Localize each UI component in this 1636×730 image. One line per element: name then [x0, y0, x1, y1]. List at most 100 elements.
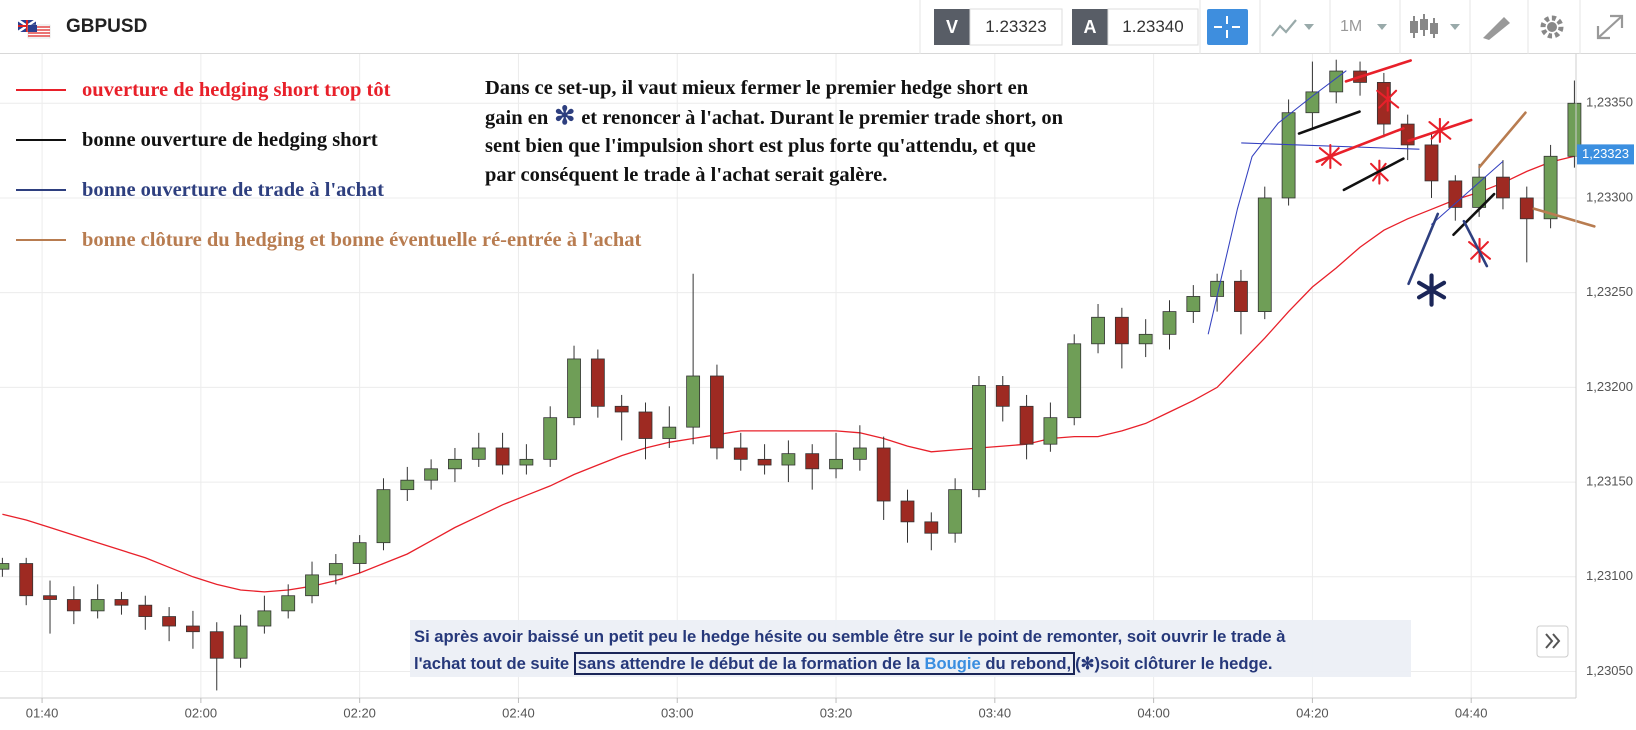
candle-body — [1281, 112, 1296, 199]
scroll-button[interactable] — [1536, 625, 1569, 658]
axes: 1,23050 1,23100 1,23150 1,23200 1,23250 1,233… — [26, 95, 1634, 720]
bid-button[interactable] — [934, 9, 970, 45]
ask-button[interactable] — [1072, 9, 1108, 45]
candle-body — [876, 447, 891, 502]
candle-body — [1496, 176, 1510, 199]
note-text: gain en — [485, 106, 549, 129]
box-text: l'achat tout de suite — [414, 654, 570, 673]
ask-label[interactable]: A — [1083, 17, 1097, 37]
box-symbol: (✻) — [1075, 654, 1101, 673]
candle-body — [1043, 417, 1058, 445]
toolbar: GBPUSD V 1.23323 A 1.23340 1M — [0, 0, 1636, 54]
candle-body — [186, 625, 200, 633]
box-text: soit clôturer le hedge. — [1100, 654, 1273, 673]
symbol: GBPUSD — [66, 16, 148, 37]
black-line — [1452, 192, 1496, 237]
candle-body — [781, 453, 796, 466]
note-symbol: ✻ — [554, 102, 576, 130]
asterisk-mark — [1416, 273, 1447, 307]
note-line: gain en ✻ et renoncer à l'achat. Durant le… — [485, 103, 1063, 133]
legend-swatch — [16, 188, 66, 192]
x-tick-label: 02:20 — [343, 705, 376, 720]
candle-body — [638, 411, 653, 439]
candle-body — [590, 358, 605, 407]
boxed-text: sans attendre le début de la formation d… — [573, 652, 1076, 675]
draw-icon[interactable] — [1483, 17, 1510, 40]
price-plot — [0, 59, 1582, 691]
bid-price[interactable]: 1.23323 — [985, 17, 1047, 36]
candle-body — [1543, 155, 1558, 220]
box-text: sans attendre le début de la formation d… — [577, 654, 920, 673]
flag-icon — [17, 18, 51, 39]
ask-price[interactable]: 1.23340 — [1122, 17, 1184, 36]
candle-body — [1019, 405, 1034, 445]
bid-label[interactable]: V — [945, 17, 958, 37]
candle-body — [543, 417, 558, 460]
legend-label: bonne ouverture de trade à l'achat — [82, 178, 384, 201]
x-tick-label: 04:40 — [1455, 705, 1488, 720]
candle-body — [1305, 91, 1320, 114]
legend-label: bonne clôture du hedging et bonne éventu… — [82, 228, 642, 251]
legend-swatch — [16, 138, 66, 142]
ask-box[interactable] — [1107, 8, 1199, 46]
candle-body — [233, 625, 248, 659]
candle-body — [805, 453, 820, 470]
blue-line — [1462, 219, 1489, 268]
dropdown-arrows[interactable] — [1304, 24, 1460, 30]
candle-body — [138, 604, 153, 617]
candle-body — [281, 595, 296, 612]
candle-body — [400, 479, 415, 491]
candle-body — [995, 385, 1010, 407]
brown-line — [1478, 111, 1527, 169]
candle-body — [662, 426, 677, 439]
expand-icon[interactable] — [1596, 14, 1624, 40]
brown-line — [1532, 207, 1596, 228]
x-tick-label: 03:20 — [820, 705, 853, 720]
settings-icon[interactable] — [1540, 15, 1564, 39]
y-tick-label: 1,23200 — [1586, 379, 1633, 394]
candle-body — [614, 405, 629, 413]
crosshair-button[interactable] — [1207, 9, 1248, 45]
y-tick-label: 1,23350 — [1586, 95, 1633, 110]
candle-body — [829, 458, 843, 470]
timeframe[interactable]: 1M — [1340, 18, 1363, 35]
trend-line — [1207, 70, 1347, 335]
x-tick-label: 04:00 — [1137, 705, 1170, 720]
candle-body — [328, 563, 343, 576]
candle-body — [448, 458, 462, 470]
candle-body — [924, 521, 939, 534]
trend-line — [1431, 161, 1504, 225]
candle-body — [948, 489, 963, 534]
x-tick-label: 03:00 — [661, 705, 694, 720]
candle-body — [852, 447, 867, 460]
last-price-marker — [1577, 144, 1634, 165]
toolbar-dividers — [919, 0, 1581, 54]
candle-body — [567, 358, 581, 419]
settings-icon-core[interactable] — [1547, 22, 1557, 32]
black-line — [1342, 157, 1405, 192]
scroll-icon[interactable] — [1545, 633, 1561, 649]
box-line: Si après avoir baissé un petit peu le he… — [414, 627, 1286, 646]
candle-body — [305, 574, 319, 597]
candle-body — [424, 468, 439, 481]
candle-body — [209, 631, 224, 659]
advice-box: Si après avoir baissé un petit peu le he… — [410, 620, 1411, 677]
candle-icon[interactable] — [1410, 14, 1438, 38]
hand-drawn-annotations — [1207, 59, 1596, 335]
candle-body — [90, 599, 105, 612]
candle-body — [114, 599, 129, 606]
candle-body — [972, 385, 986, 491]
chart-type-icon[interactable] — [1271, 19, 1297, 37]
box-line: l'achat tout de suite sans attendre le d… — [414, 650, 1411, 677]
candle-body — [1257, 197, 1272, 312]
candle-body — [471, 447, 486, 460]
candle-body — [1114, 316, 1129, 345]
y-tick-label: 1,23150 — [1586, 474, 1633, 489]
crosshair-icon — [1214, 16, 1240, 38]
bid-box[interactable] — [969, 8, 1063, 46]
legend-item: bonne ouverture de trade à l'achat — [16, 177, 384, 203]
candle-body — [519, 458, 534, 466]
candle-body — [1424, 144, 1439, 182]
x-tick-label: 01:40 — [26, 705, 59, 720]
box-keyword: Bougie — [924, 654, 981, 673]
